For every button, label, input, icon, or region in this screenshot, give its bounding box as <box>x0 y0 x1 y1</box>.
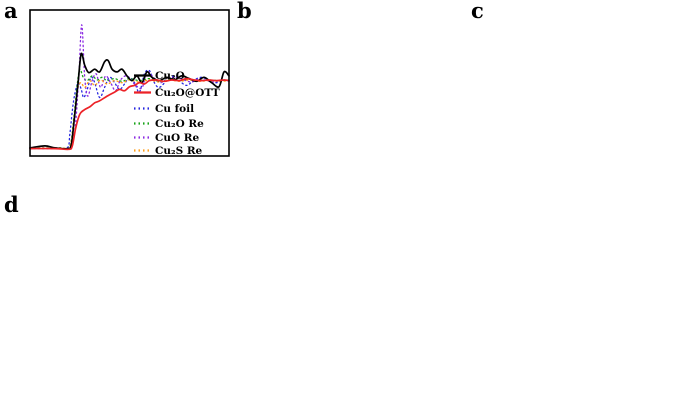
panel-b-chart <box>233 0 467 196</box>
panel-a-xanes: Cu₂O Cu₂O@OTT Cu foil Cu₂O Re CuO Re Cu₂S Re <box>0 0 233 196</box>
svg-text:Cu₂O Re: Cu₂O Re <box>155 118 204 130</box>
panel-label-b: b <box>237 0 252 23</box>
panel-d-wavelet-contours <box>0 196 700 408</box>
panel-d-chart <box>0 196 700 408</box>
svg-text:Cu₂O: Cu₂O <box>155 70 185 82</box>
panel-label-a: a <box>4 0 18 23</box>
panel-label-c: c <box>471 0 484 23</box>
panel-c-exafs-ft <box>467 0 700 196</box>
panel-b-oxidation-state <box>233 0 467 196</box>
svg-text:Cu₂S Re: Cu₂S Re <box>155 145 203 157</box>
svg-text:Cu₂O@OTT: Cu₂O@OTT <box>155 87 220 99</box>
panel-c-chart <box>467 0 700 196</box>
svg-text:CuO Re: CuO Re <box>155 132 200 144</box>
svg-text:Cu foil: Cu foil <box>155 103 194 115</box>
panel-label-d: d <box>4 192 19 217</box>
